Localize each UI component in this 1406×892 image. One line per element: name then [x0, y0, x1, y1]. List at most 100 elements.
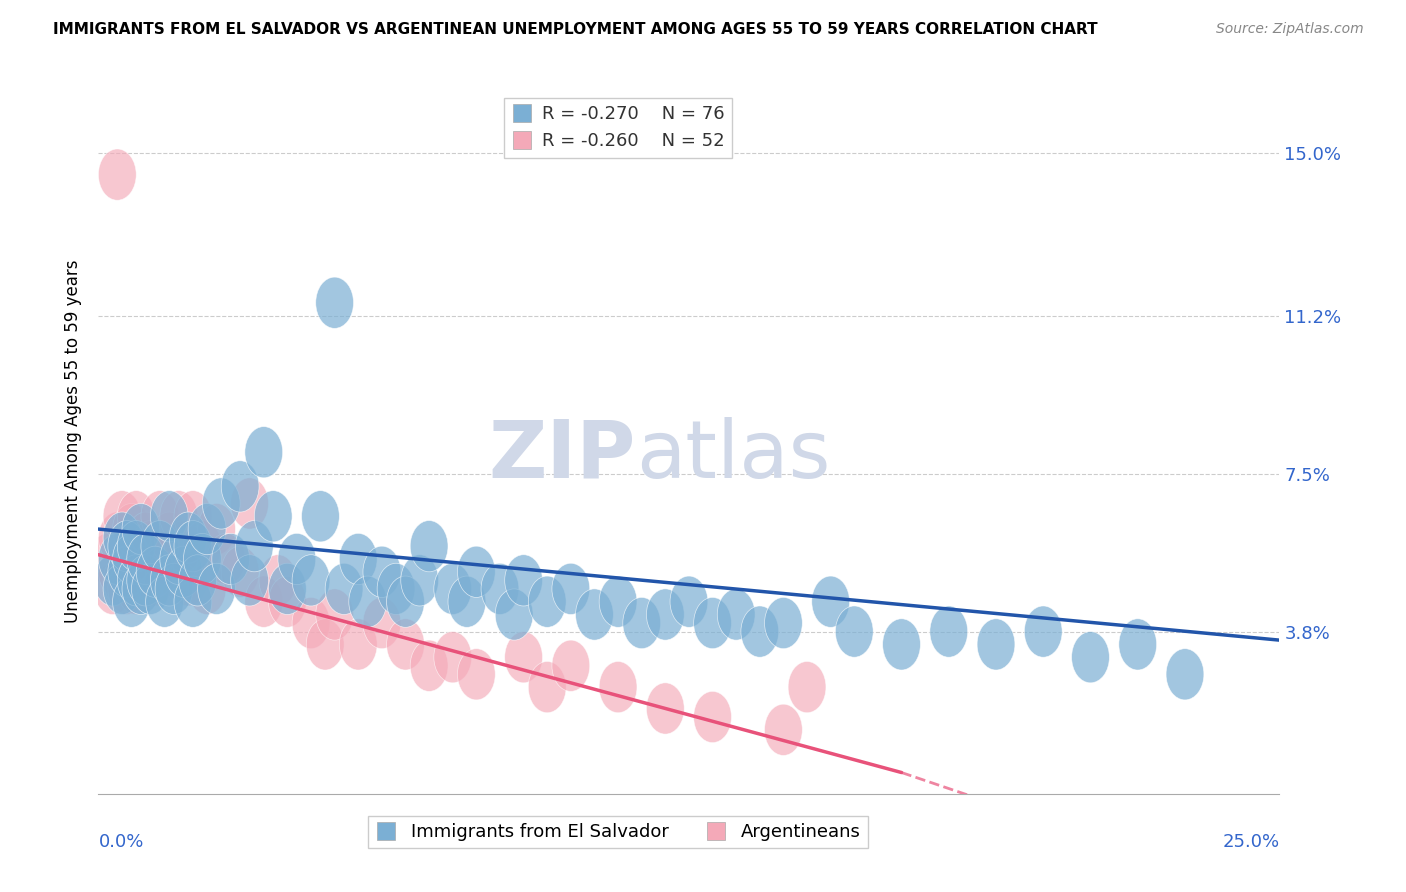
Text: IMMIGRANTS FROM EL SALVADOR VS ARGENTINEAN UNEMPLOYMENT AMONG AGES 55 TO 59 YEAR: IMMIGRANTS FROM EL SALVADOR VS ARGENTINE…	[53, 22, 1098, 37]
Ellipse shape	[141, 521, 179, 572]
Ellipse shape	[165, 546, 202, 598]
Ellipse shape	[269, 563, 307, 615]
Ellipse shape	[575, 589, 613, 640]
Ellipse shape	[108, 563, 146, 615]
Ellipse shape	[235, 521, 273, 572]
Ellipse shape	[457, 648, 495, 700]
Ellipse shape	[301, 491, 339, 542]
Ellipse shape	[835, 606, 873, 657]
Ellipse shape	[349, 576, 387, 627]
Ellipse shape	[553, 640, 589, 691]
Ellipse shape	[401, 555, 439, 606]
Ellipse shape	[765, 704, 803, 756]
Ellipse shape	[929, 606, 967, 657]
Ellipse shape	[112, 533, 150, 584]
Ellipse shape	[112, 503, 150, 555]
Ellipse shape	[98, 546, 136, 598]
Ellipse shape	[141, 491, 179, 542]
Ellipse shape	[316, 277, 353, 328]
Ellipse shape	[127, 512, 165, 563]
Ellipse shape	[259, 555, 297, 606]
Ellipse shape	[198, 563, 235, 615]
Ellipse shape	[150, 555, 188, 606]
Ellipse shape	[599, 576, 637, 627]
Ellipse shape	[307, 619, 344, 670]
Ellipse shape	[103, 512, 141, 563]
Ellipse shape	[108, 521, 146, 572]
Ellipse shape	[117, 563, 155, 615]
Ellipse shape	[231, 478, 269, 529]
Ellipse shape	[122, 563, 160, 615]
Ellipse shape	[108, 521, 146, 572]
Ellipse shape	[212, 533, 250, 584]
Ellipse shape	[278, 533, 316, 584]
Ellipse shape	[529, 576, 567, 627]
Ellipse shape	[647, 589, 685, 640]
Ellipse shape	[117, 491, 155, 542]
Ellipse shape	[136, 546, 174, 598]
Ellipse shape	[188, 563, 226, 615]
Ellipse shape	[202, 478, 240, 529]
Ellipse shape	[623, 598, 661, 648]
Ellipse shape	[505, 632, 543, 683]
Ellipse shape	[1025, 606, 1062, 657]
Ellipse shape	[449, 576, 486, 627]
Ellipse shape	[103, 491, 141, 542]
Ellipse shape	[127, 555, 165, 606]
Ellipse shape	[411, 640, 449, 691]
Ellipse shape	[363, 546, 401, 598]
Ellipse shape	[108, 546, 146, 598]
Ellipse shape	[325, 563, 363, 615]
Ellipse shape	[183, 521, 221, 572]
Ellipse shape	[112, 533, 150, 584]
Ellipse shape	[553, 563, 589, 615]
Text: 25.0%: 25.0%	[1222, 832, 1279, 851]
Ellipse shape	[671, 576, 707, 627]
Ellipse shape	[457, 546, 495, 598]
Ellipse shape	[387, 576, 425, 627]
Ellipse shape	[292, 555, 330, 606]
Ellipse shape	[174, 576, 212, 627]
Ellipse shape	[160, 533, 198, 584]
Ellipse shape	[150, 512, 188, 563]
Ellipse shape	[221, 546, 259, 598]
Ellipse shape	[977, 619, 1015, 670]
Legend: Immigrants from El Salvador, Argentineans: Immigrants from El Salvador, Argentinean…	[368, 816, 869, 848]
Text: atlas: atlas	[636, 417, 830, 495]
Ellipse shape	[693, 598, 731, 648]
Ellipse shape	[160, 491, 198, 542]
Ellipse shape	[693, 691, 731, 743]
Ellipse shape	[254, 491, 292, 542]
Ellipse shape	[98, 533, 136, 584]
Ellipse shape	[165, 521, 202, 572]
Ellipse shape	[529, 662, 567, 713]
Ellipse shape	[127, 546, 165, 598]
Ellipse shape	[98, 149, 136, 200]
Ellipse shape	[207, 533, 245, 584]
Ellipse shape	[146, 533, 183, 584]
Ellipse shape	[198, 503, 235, 555]
Ellipse shape	[174, 491, 212, 542]
Ellipse shape	[741, 606, 779, 657]
Ellipse shape	[505, 555, 543, 606]
Ellipse shape	[112, 576, 150, 627]
Ellipse shape	[179, 555, 217, 606]
Ellipse shape	[339, 533, 377, 584]
Text: Source: ZipAtlas.com: Source: ZipAtlas.com	[1216, 22, 1364, 37]
Ellipse shape	[103, 555, 141, 606]
Ellipse shape	[245, 426, 283, 478]
Ellipse shape	[231, 555, 269, 606]
Ellipse shape	[1119, 619, 1157, 670]
Ellipse shape	[169, 512, 207, 563]
Ellipse shape	[155, 546, 193, 598]
Ellipse shape	[150, 491, 188, 542]
Ellipse shape	[292, 598, 330, 648]
Ellipse shape	[136, 555, 174, 606]
Text: ZIP: ZIP	[488, 417, 636, 495]
Ellipse shape	[169, 555, 207, 606]
Ellipse shape	[122, 533, 160, 584]
Ellipse shape	[94, 563, 132, 615]
Ellipse shape	[481, 563, 519, 615]
Ellipse shape	[883, 619, 921, 670]
Ellipse shape	[1071, 632, 1109, 683]
